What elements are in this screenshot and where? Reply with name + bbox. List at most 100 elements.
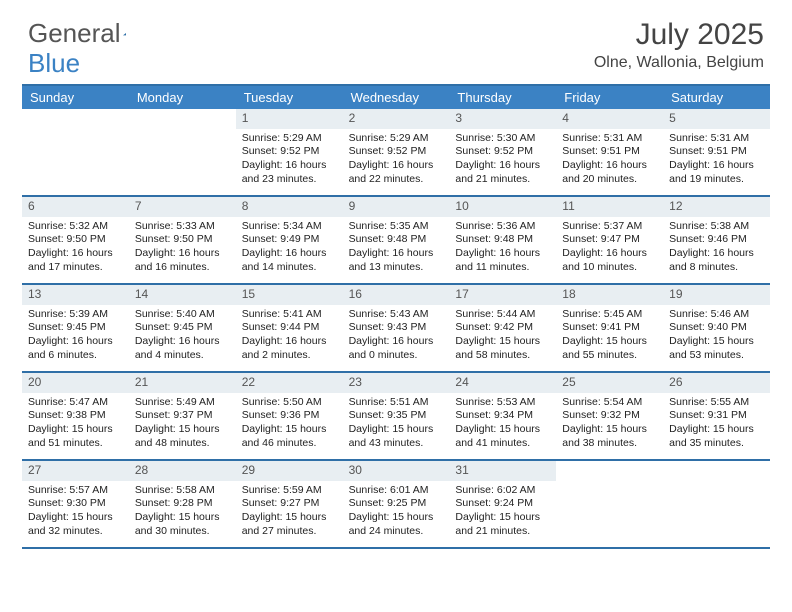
day-cell: 9Sunrise: 5:35 AMSunset: 9:48 PMDaylight… [343, 197, 450, 283]
daylight-text: Daylight: 16 hours [562, 159, 657, 173]
day-cell: 1Sunrise: 5:29 AMSunset: 9:52 PMDaylight… [236, 109, 343, 195]
day-number: 4 [556, 109, 663, 129]
daylight-text: Daylight: 16 hours [28, 335, 123, 349]
day-cell: 16 Sunrise: 5:43 AMSunset: 9:43 PMDayligh… [343, 285, 450, 371]
day-number: 10 [449, 197, 556, 217]
sunset-text: Sunset: 9:48 PM [349, 233, 444, 247]
sunrise-text: Sunrise: 5:50 AM [242, 396, 337, 410]
day-number: 17 [449, 285, 556, 305]
day-number: 3 [449, 109, 556, 129]
sunset-text: Sunset: 9:36 PM [242, 409, 337, 423]
daylight-text: and 30 minutes. [135, 525, 230, 539]
day-cell: 19Sunrise: 5:46 AMSunset: 9:40 PMDayligh… [663, 285, 770, 371]
daylight-text: and 35 minutes. [669, 437, 764, 451]
day-number: 1 [236, 109, 343, 129]
sunrise-text: Sunrise: 5:43 AM [349, 308, 444, 322]
day-number: 27 [22, 461, 129, 481]
day-number: 18 [556, 285, 663, 305]
day-number: 6 [22, 197, 129, 217]
day-cell: 30Sunrise: 6:01 AMSunset: 9:25 PMDayligh… [343, 461, 450, 547]
sunrise-text: Sunrise: 5:55 AM [669, 396, 764, 410]
day-number: 20 [22, 373, 129, 393]
sunset-text: Sunset: 9:30 PM [28, 497, 123, 511]
sunrise-text: Sunrise: 5:44 AM [455, 308, 550, 322]
daylight-text: and 17 minutes. [28, 261, 123, 275]
sunrise-text: Sunrise: 5:54 AM [562, 396, 657, 410]
daylight-text: and 21 minutes. [455, 173, 550, 187]
sunset-text: Sunset: 9:32 PM [562, 409, 657, 423]
daylight-text: Daylight: 16 hours [562, 247, 657, 261]
day-cell: 6Sunrise: 5:32 AMSunset: 9:50 PMDaylight… [22, 197, 129, 283]
brand-part1: General [28, 18, 121, 49]
daylight-text: and 27 minutes. [242, 525, 337, 539]
sunset-text: Sunset: 9:27 PM [242, 497, 337, 511]
day-cell: 15Sunrise: 5:41 AMSunset: 9:44 PMDayligh… [236, 285, 343, 371]
daylight-text: and 14 minutes. [242, 261, 337, 275]
daylight-text: Daylight: 16 hours [135, 247, 230, 261]
day-number: 24 [449, 373, 556, 393]
sunset-text: Sunset: 9:52 PM [349, 145, 444, 159]
sunset-text: Sunset: 9:44 PM [242, 321, 337, 335]
day-cell: 23Sunrise: 5:51 AMSunset: 9:35 PMDayligh… [343, 373, 450, 459]
daylight-text: and 20 minutes. [562, 173, 657, 187]
day-cell: 10Sunrise: 5:36 AMSunset: 9:48 PMDayligh… [449, 197, 556, 283]
sunset-text: Sunset: 9:31 PM [669, 409, 764, 423]
page-title: July 2025 [594, 18, 764, 52]
day-cell: 31Sunrise: 6:02 AMSunset: 9:24 PMDayligh… [449, 461, 556, 547]
sunrise-text: Sunrise: 5:45 AM [562, 308, 657, 322]
day-number: 14 [129, 285, 236, 305]
day-header-thursday: Thursday [449, 86, 556, 109]
daylight-text: Daylight: 16 hours [455, 247, 550, 261]
sunrise-text: Sunrise: 5:58 AM [135, 484, 230, 498]
daylight-text: and 55 minutes. [562, 349, 657, 363]
daylight-text: and 46 minutes. [242, 437, 337, 451]
day-cell: 18Sunrise: 5:45 AMSunset: 9:41 PMDayligh… [556, 285, 663, 371]
daylight-text: and 13 minutes. [349, 261, 444, 275]
day-number: 28 [129, 461, 236, 481]
sunrise-text: Sunrise: 5:37 AM [562, 220, 657, 234]
sunset-text: Sunset: 9:43 PM [349, 321, 444, 335]
week-row: 1 Sunrise: 5:29 AMSunset: 9:52 PM Daylight… [22, 109, 770, 197]
daylight-text: and 38 minutes. [562, 437, 657, 451]
brand-part2: Blue [28, 48, 80, 79]
sunset-text: Sunset: 9:50 PM [135, 233, 230, 247]
day-cell: 29Sunrise: 5:59 AMSunset: 9:27 PMDayligh… [236, 461, 343, 547]
day-number: 9 [343, 197, 450, 217]
page-header: General July 2025 Olne, Wallonia, Belgiu… [0, 0, 792, 80]
daylight-text: Daylight: 15 hours [562, 423, 657, 437]
daylight-text: Daylight: 16 hours [349, 247, 444, 261]
day-cell: 20Sunrise: 5:47 AMSunset: 9:38 PMDayligh… [22, 373, 129, 459]
sunset-text: Sunset: 9:25 PM [349, 497, 444, 511]
day-header-saturday: Saturday [663, 86, 770, 109]
sunset-text: Sunset: 9:51 PM [562, 145, 657, 159]
daylight-text: Daylight: 15 hours [349, 511, 444, 525]
day-cell: 24Sunrise: 5:53 AMSunset: 9:34 PMDayligh… [449, 373, 556, 459]
day-number: 13 [22, 285, 129, 305]
sunrise-text: Sunrise: 6:01 AM [349, 484, 444, 498]
sunrise-text: Sunrise: 5:33 AM [135, 220, 230, 234]
daylight-text: Daylight: 16 hours [349, 335, 444, 349]
week-row: 27Sunrise: 5:57 AMSunset: 9:30 PMDayligh… [22, 461, 770, 549]
day-cell: 21Sunrise: 5:49 AMSunset: 9:37 PMDayligh… [129, 373, 236, 459]
sunrise-text: Sunrise: 5:34 AM [242, 220, 337, 234]
day-number: 8 [236, 197, 343, 217]
sunset-text: Sunset: 9:45 PM [135, 321, 230, 335]
sunrise-text: Sunrise: 5:51 AM [349, 396, 444, 410]
calendar: SundayMondayTuesdayWednesdayThursdayFrid… [22, 84, 770, 549]
day-number: 23 [343, 373, 450, 393]
daylight-text: and 43 minutes. [349, 437, 444, 451]
daylight-text: Daylight: 15 hours [135, 423, 230, 437]
day-number: 15 [236, 285, 343, 305]
day-cell: 28Sunrise: 5:58 AMSunset: 9:28 PMDayligh… [129, 461, 236, 547]
daylight-text: and 32 minutes. [28, 525, 123, 539]
sunrise-text: Sunrise: 5:47 AM [28, 396, 123, 410]
sunrise-text: Sunrise: 5:40 AM [135, 308, 230, 322]
daylight-text: Daylight: 15 hours [669, 423, 764, 437]
day-number: 16 [343, 285, 450, 305]
daylight-text: Daylight: 15 hours [455, 423, 550, 437]
day-cell: 5Sunrise: 5:31 AMSunset: 9:51 PMDaylight… [663, 109, 770, 195]
sunset-text: Sunset: 9:35 PM [349, 409, 444, 423]
sunrise-text: Sunrise: 5:29 AM [349, 132, 444, 146]
daylight-text: Daylight: 15 hours [242, 423, 337, 437]
empty-cell [663, 461, 770, 547]
